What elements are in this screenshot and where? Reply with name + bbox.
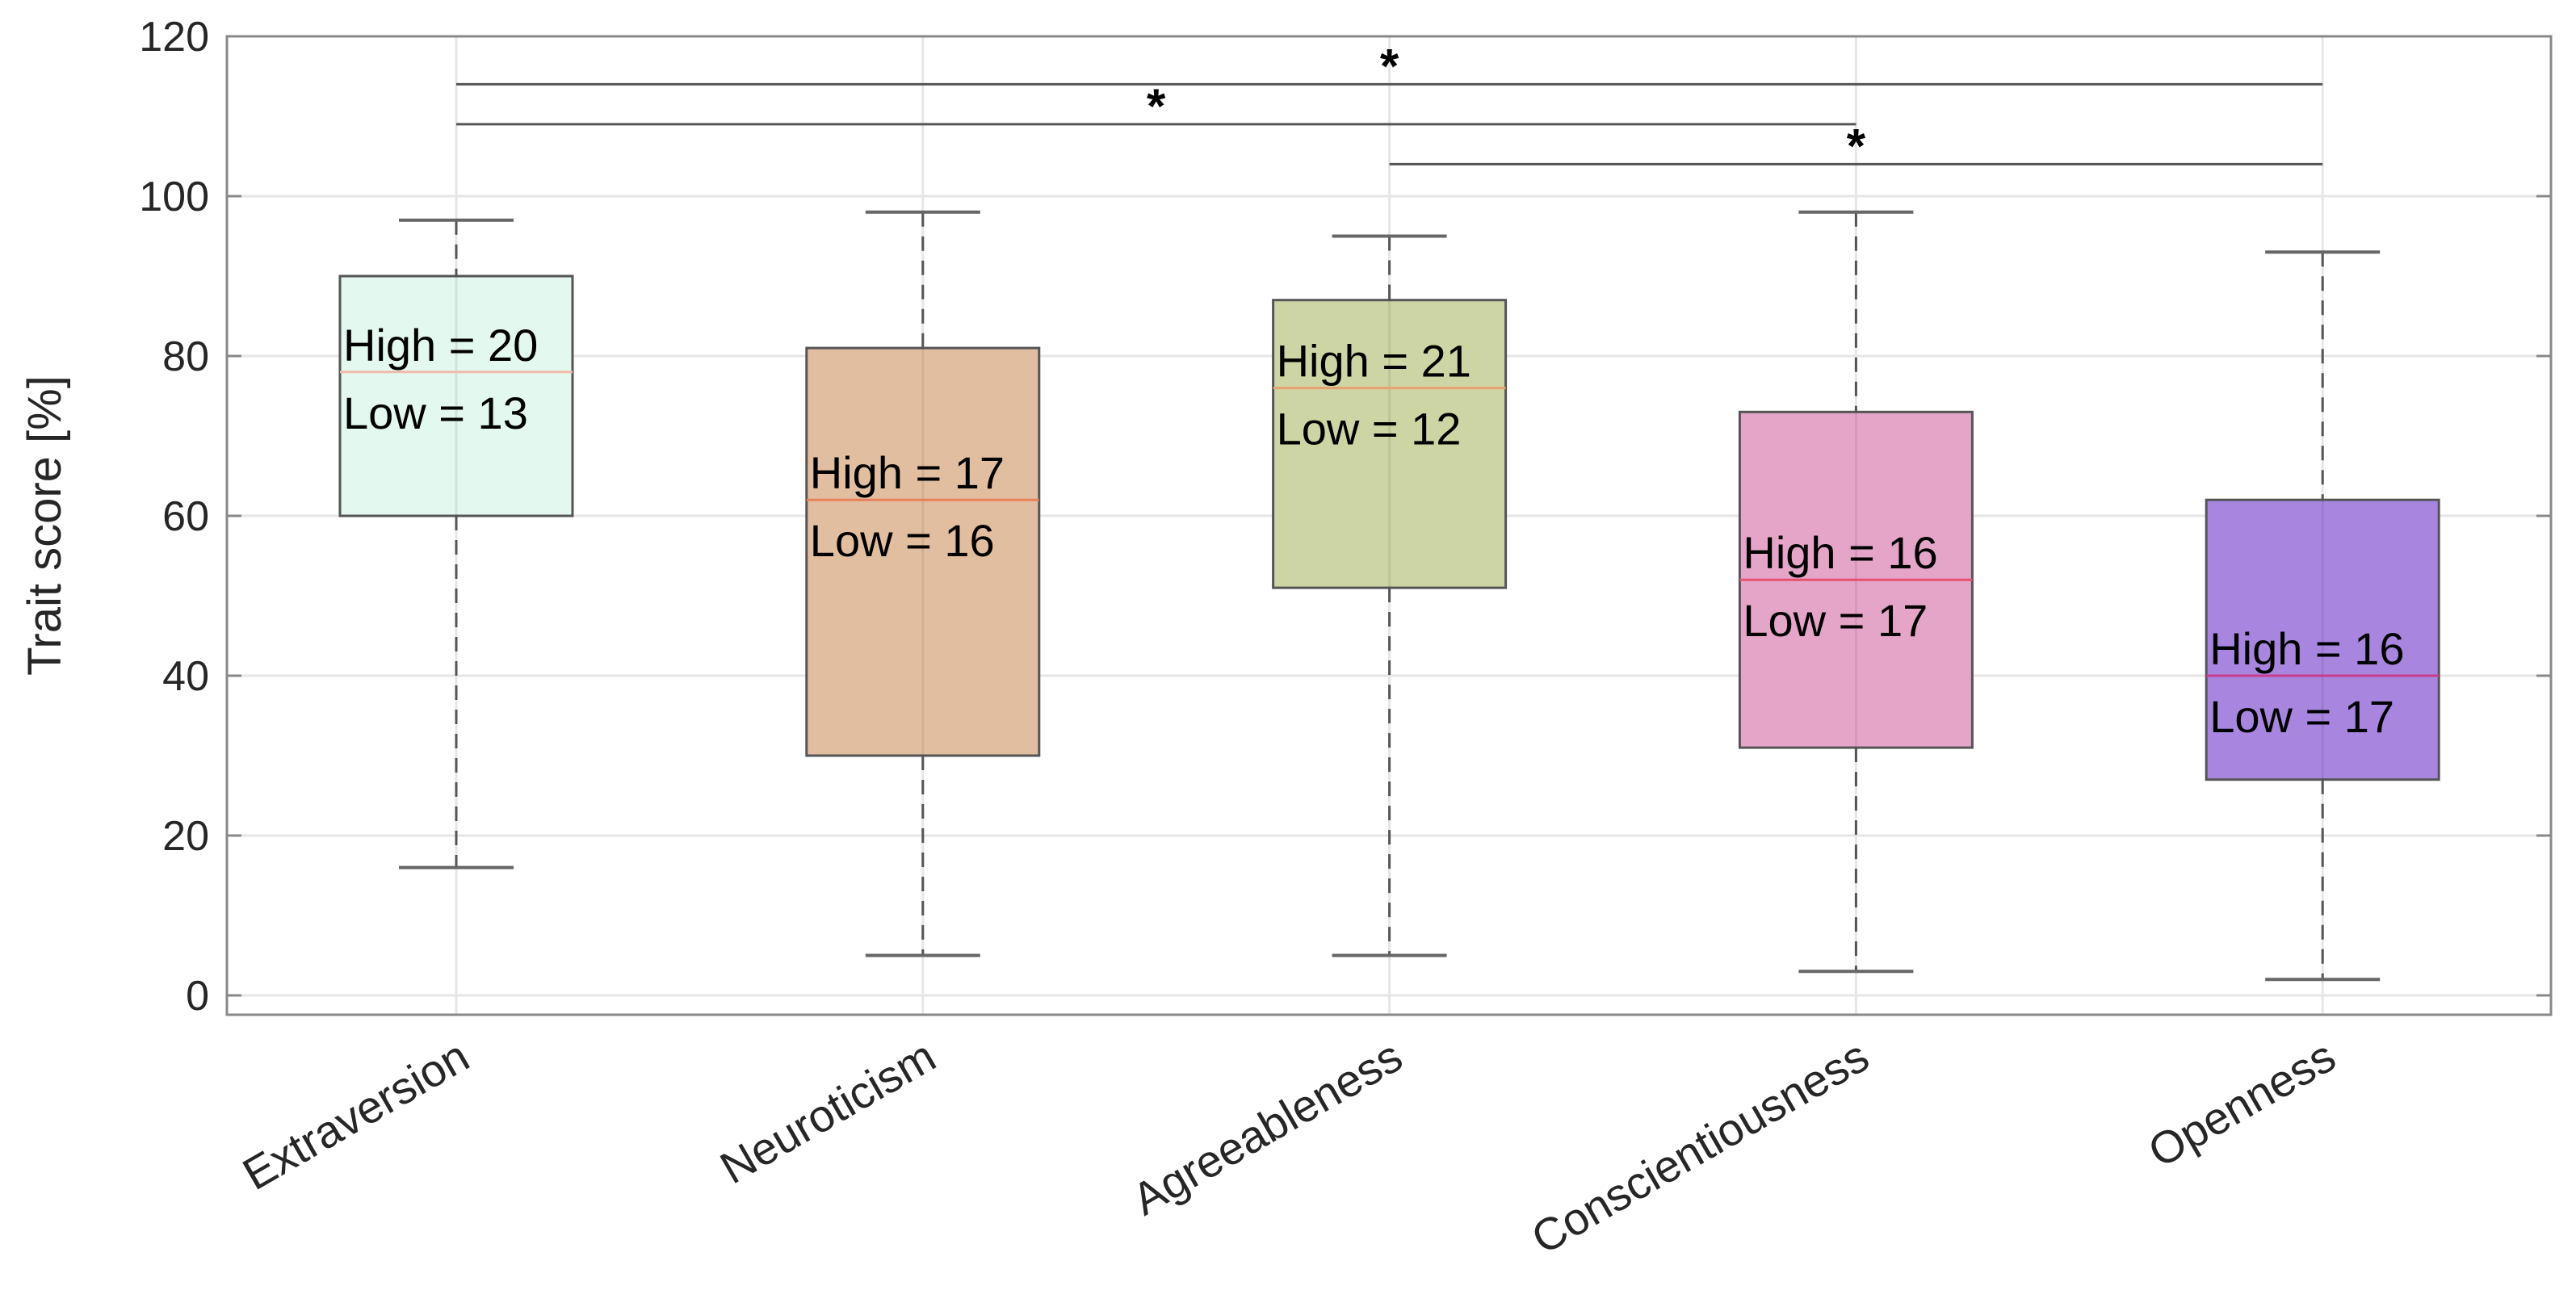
box-agreeableness (1272, 299, 1508, 589)
y-tick-label: 0 (186, 973, 209, 1020)
annotation-high: High = 21 (1277, 336, 1471, 387)
annotation-high: High = 16 (2209, 623, 2404, 674)
box-neuroticism (805, 346, 1041, 757)
annotation-low: Low = 17 (2209, 691, 2394, 742)
annotation-high: High = 17 (810, 447, 1005, 498)
x-tick-label: Agreeableness (1124, 1030, 1411, 1225)
plot-frame (225, 35, 2553, 1016)
y-tick-label: 80 (162, 333, 209, 380)
y-tick-label: 60 (162, 493, 209, 540)
x-tick-label: Openness (2140, 1030, 2344, 1177)
significance-star: * (1847, 119, 1866, 173)
annotation-low: Low = 16 (810, 515, 995, 566)
annotation-low: Low = 12 (1277, 404, 1462, 455)
annotation-high: High = 20 (343, 320, 538, 371)
annotation-low: Low = 17 (1743, 595, 1928, 646)
x-tick-label: Conscientiousness (1523, 1030, 1877, 1264)
x-tick-label: Extraversion (234, 1030, 477, 1200)
y-tick-label: 100 (139, 174, 209, 220)
y-tick-label: 40 (162, 653, 209, 700)
y-tick-label: 20 (162, 813, 209, 860)
y-tick-label: 120 (139, 14, 209, 61)
significance-star: * (1380, 39, 1399, 93)
significance-star: * (1147, 79, 1166, 133)
box-openness (2205, 498, 2440, 781)
annotation-high: High = 16 (1743, 527, 1937, 578)
annotation-low: Low = 13 (343, 387, 528, 438)
y-axis-label: Trait score [%] (19, 375, 71, 676)
box-extraversion (338, 274, 574, 517)
x-tick-label: Neuroticism (711, 1030, 944, 1193)
